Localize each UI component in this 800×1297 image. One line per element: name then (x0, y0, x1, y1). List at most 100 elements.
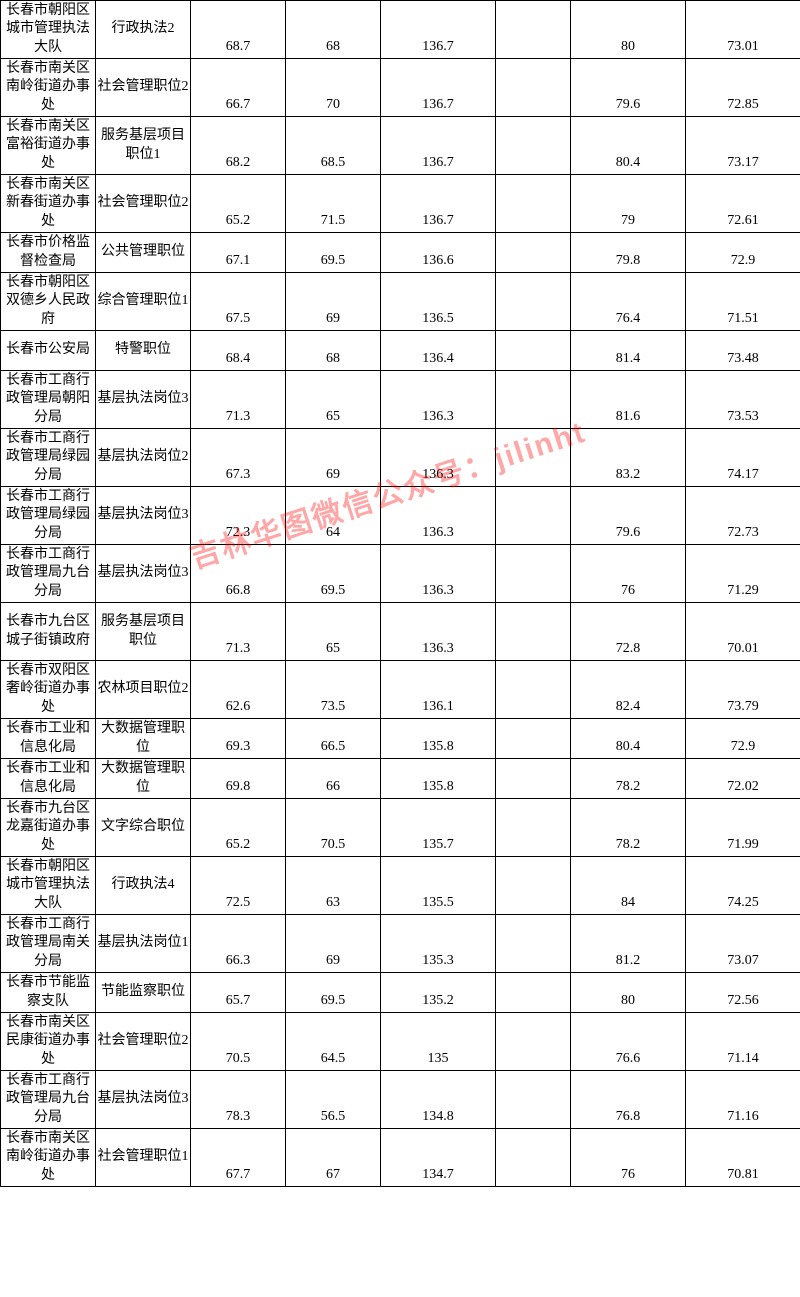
score-cell: 67.1 (191, 233, 286, 273)
score-cell (496, 799, 571, 857)
score-cell: 81.4 (571, 331, 686, 371)
score-cell: 71.5 (286, 175, 381, 233)
score-cell: 81.2 (571, 915, 686, 973)
score-cell (496, 371, 571, 429)
org-cell: 长春市南关区民康街道办事处 (1, 1013, 96, 1071)
position-cell: 基层执法岗位3 (96, 545, 191, 603)
score-cell: 135.2 (381, 973, 496, 1013)
org-cell: 长春市南关区富裕街道办事处 (1, 117, 96, 175)
score-cell: 72.02 (686, 759, 800, 799)
org-cell: 长春市朝阳区城市管理执法大队 (1, 1, 96, 59)
table-row: 长春市工商行政管理局九台分局基层执法岗位366.869.5136.37671.2… (1, 545, 800, 603)
org-cell: 长春市九台区龙嘉街道办事处 (1, 799, 96, 857)
position-cell: 行政执法2 (96, 1, 191, 59)
score-cell: 136.3 (381, 545, 496, 603)
table-row: 长春市工商行政管理局南关分局基层执法岗位166.369135.381.273.0… (1, 915, 800, 973)
exam-score-table: 长春市朝阳区城市管理执法大队行政执法268.768136.78073.01长春市… (0, 0, 800, 1187)
score-cell: 72.3 (191, 487, 286, 545)
score-cell: 74.17 (686, 429, 800, 487)
score-cell: 56.5 (286, 1071, 381, 1129)
score-cell: 136.6 (381, 233, 496, 273)
table-row: 长春市工商行政管理局绿园分局基层执法岗位267.369136.383.274.1… (1, 429, 800, 487)
score-cell: 79.8 (571, 233, 686, 273)
org-cell: 长春市价格监督检查局 (1, 233, 96, 273)
position-cell: 基层执法岗位3 (96, 487, 191, 545)
score-cell: 72.9 (686, 233, 800, 273)
score-cell: 70.5 (286, 799, 381, 857)
score-cell (496, 973, 571, 1013)
position-cell: 社会管理职位2 (96, 1013, 191, 1071)
table-row: 长春市工商行政管理局朝阳分局基层执法岗位371.365136.381.673.5… (1, 371, 800, 429)
score-cell: 135.5 (381, 857, 496, 915)
table-row: 长春市价格监督检查局公共管理职位67.169.5136.679.872.9 (1, 233, 800, 273)
table-row: 长春市工业和信息化局大数据管理职位69.366.5135.880.472.9 (1, 719, 800, 759)
org-cell: 长春市节能监察支队 (1, 973, 96, 1013)
score-cell (496, 1, 571, 59)
org-cell: 长春市朝阳区城市管理执法大队 (1, 857, 96, 915)
position-cell: 社会管理职位2 (96, 175, 191, 233)
table-row: 长春市双阳区奢岭街道办事处农林项目职位262.673.5136.182.473.… (1, 661, 800, 719)
score-cell: 66.5 (286, 719, 381, 759)
position-cell: 大数据管理职位 (96, 719, 191, 759)
score-cell: 66.8 (191, 545, 286, 603)
org-cell: 长春市南关区南岭街道办事处 (1, 1129, 96, 1187)
score-cell: 135 (381, 1013, 496, 1071)
position-cell: 基层执法岗位3 (96, 1071, 191, 1129)
score-cell (496, 429, 571, 487)
score-cell: 72.73 (686, 487, 800, 545)
score-cell: 65.2 (191, 175, 286, 233)
score-cell: 69.5 (286, 233, 381, 273)
score-cell: 136.7 (381, 117, 496, 175)
score-cell: 71.16 (686, 1071, 800, 1129)
table-row: 长春市九台区城子街镇政府服务基层项目职位71.365136.372.870.01 (1, 603, 800, 661)
score-cell: 68.2 (191, 117, 286, 175)
score-cell: 69.5 (286, 973, 381, 1013)
score-cell: 136.3 (381, 487, 496, 545)
score-cell: 79 (571, 175, 686, 233)
score-cell: 76 (571, 1129, 686, 1187)
score-cell: 69.5 (286, 545, 381, 603)
score-cell: 134.7 (381, 1129, 496, 1187)
score-cell: 70.81 (686, 1129, 800, 1187)
score-cell: 136.4 (381, 331, 496, 371)
position-cell: 特警职位 (96, 331, 191, 371)
org-cell: 长春市朝阳区双德乡人民政府 (1, 273, 96, 331)
score-cell: 69.8 (191, 759, 286, 799)
score-cell: 136.3 (381, 603, 496, 661)
score-cell: 73.07 (686, 915, 800, 973)
score-cell: 69 (286, 915, 381, 973)
score-cell: 67.5 (191, 273, 286, 331)
score-cell: 76.8 (571, 1071, 686, 1129)
score-cell: 66.7 (191, 59, 286, 117)
score-cell: 72.8 (571, 603, 686, 661)
score-cell: 68.7 (191, 1, 286, 59)
position-cell: 服务基层项目职位1 (96, 117, 191, 175)
score-cell (496, 545, 571, 603)
position-cell: 基层执法岗位1 (96, 915, 191, 973)
score-cell: 65 (286, 371, 381, 429)
score-cell (496, 175, 571, 233)
score-cell: 135.8 (381, 759, 496, 799)
table-row: 长春市工商行政管理局绿园分局基层执法岗位372.364136.379.672.7… (1, 487, 800, 545)
position-cell: 大数据管理职位 (96, 759, 191, 799)
score-cell: 78.2 (571, 759, 686, 799)
org-cell: 长春市工商行政管理局九台分局 (1, 1071, 96, 1129)
score-cell: 70.01 (686, 603, 800, 661)
score-cell: 74.25 (686, 857, 800, 915)
score-cell: 65.7 (191, 973, 286, 1013)
score-cell (496, 487, 571, 545)
table-row: 长春市朝阳区城市管理执法大队行政执法268.768136.78073.01 (1, 1, 800, 59)
org-cell: 长春市南关区南岭街道办事处 (1, 59, 96, 117)
score-cell: 70 (286, 59, 381, 117)
score-cell: 136.7 (381, 175, 496, 233)
score-cell (496, 331, 571, 371)
table-row: 长春市公安局特警职位68.468136.481.473.48 (1, 331, 800, 371)
score-cell: 67.7 (191, 1129, 286, 1187)
org-cell: 长春市工业和信息化局 (1, 759, 96, 799)
score-cell: 72.85 (686, 59, 800, 117)
org-cell: 长春市九台区城子街镇政府 (1, 603, 96, 661)
score-cell (496, 759, 571, 799)
score-cell: 66 (286, 759, 381, 799)
table-row: 长春市九台区龙嘉街道办事处文字综合职位65.270.5135.778.271.9… (1, 799, 800, 857)
score-cell: 71.99 (686, 799, 800, 857)
